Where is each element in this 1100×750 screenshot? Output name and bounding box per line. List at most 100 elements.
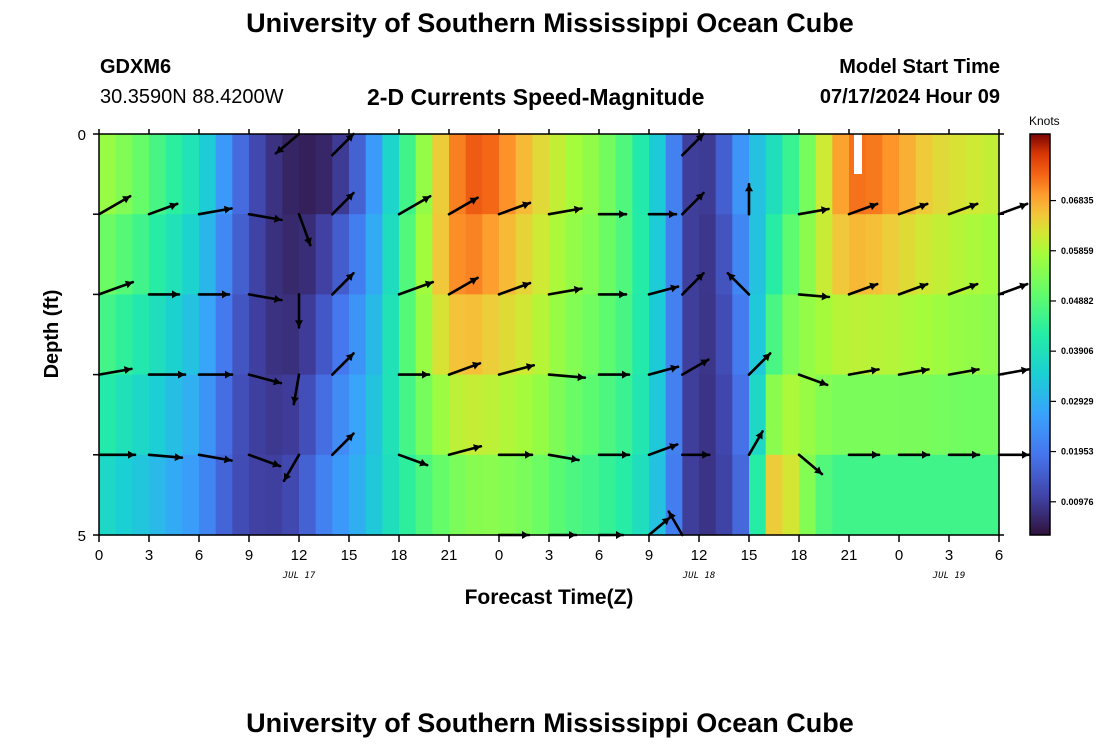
current-arrow: [282, 453, 301, 483]
x-tick-label: 9: [245, 547, 253, 564]
heatmap-cell: [265, 374, 283, 456]
heatmap-cell: [699, 134, 717, 215]
colorbar-tick-label: 0.01953: [1061, 447, 1094, 457]
current-arrow: [897, 450, 931, 459]
heatmap-cell: [382, 374, 400, 456]
heatmap-cell: [182, 214, 200, 295]
x-tick-label: 0: [495, 547, 503, 564]
heatmap-cell: [199, 454, 217, 536]
heatmap-cell: [932, 214, 950, 295]
heatmap-cell: [965, 294, 983, 376]
heatmap-cell: [182, 134, 200, 215]
heatmap-cell: [132, 294, 150, 376]
current-vectors: [97, 132, 1031, 539]
current-arrow: [897, 202, 929, 216]
heatmap-cell: [215, 214, 233, 295]
current-arrow: [247, 212, 283, 223]
heatmap-cell: [132, 374, 150, 456]
heatmap-cell: [865, 374, 883, 456]
current-arrow: [247, 293, 283, 303]
heatmap-cell: [315, 294, 333, 376]
current-arrow: [847, 450, 881, 459]
heatmap-cell: [349, 294, 367, 376]
heatmap-cell: [865, 214, 883, 295]
heatmap-cell: [482, 214, 500, 295]
heatmap-cell: [432, 294, 450, 376]
colorbar-gradient: [1029, 133, 1051, 536]
heatmap-cell: [182, 374, 200, 456]
current-arrow: [797, 292, 831, 301]
heatmap-cell: [399, 294, 417, 376]
heatmap-cell: [232, 134, 250, 215]
heatmap-cell: [715, 454, 733, 536]
heatmap-cell: [749, 134, 767, 215]
heatmap-cell: [882, 214, 900, 295]
current-arrow: [197, 370, 234, 379]
x-tick-label: 18: [791, 547, 808, 564]
heatmap-cell: [499, 214, 517, 295]
x-tick-label: 15: [341, 547, 358, 564]
date-labels: JUL 17 JUL 18 JUL 19: [282, 571, 966, 581]
heatmap-cell: [765, 454, 783, 536]
heatmap-cell: [165, 134, 183, 215]
heatmap-cell: [149, 214, 167, 295]
heatmap-cell: [882, 454, 900, 536]
current-arrow: [247, 373, 283, 386]
current-arrow: [997, 282, 1029, 296]
heatmap-cell: [332, 294, 350, 376]
heatmap-cell: [965, 454, 983, 536]
chart-subtitle: 2-D Currents Speed-Magnitude: [367, 84, 705, 110]
heatmap-cell: [499, 374, 517, 456]
heatmap-cell: [282, 214, 300, 295]
heatmap-cell: [315, 374, 333, 456]
x-axis-label: Forecast Time(Z): [465, 586, 634, 609]
current-arrow: [680, 358, 710, 376]
heatmap-cell: [232, 214, 250, 295]
heatmap-cell: [365, 374, 383, 456]
heatmap-cell: [649, 294, 667, 376]
heatmap-cell: [832, 374, 850, 456]
axes: [93, 129, 1004, 542]
heatmap-cell: [765, 214, 783, 295]
heatmap-cell: [115, 134, 133, 215]
colorbar-tick-label: 0.04882: [1061, 296, 1094, 306]
heatmap-cell: [249, 454, 267, 536]
heatmap-cell: [565, 374, 583, 456]
heatmap-cell: [332, 134, 350, 215]
heatmap-cell: [715, 294, 733, 376]
current-arrow: [680, 450, 711, 459]
heatmap-cell: [132, 214, 150, 295]
x-tick-label: 12: [291, 547, 308, 564]
current-arrow: [330, 191, 355, 216]
heatmap-cell: [215, 134, 233, 215]
heatmap-cell: [149, 294, 167, 376]
heatmap-cell: [965, 374, 983, 456]
heatmap-cell: [99, 294, 117, 376]
heatmap-cell: [632, 454, 650, 536]
current-arrow: [397, 453, 429, 467]
heatmap-cell: [949, 294, 967, 376]
heatmap-cell: [732, 374, 750, 456]
heatmap-cell: [799, 214, 817, 295]
heatmap-cell: [832, 454, 850, 536]
heatmap-cell: [782, 134, 800, 215]
heatmap-cell: [299, 214, 317, 295]
heatmap-cell: [865, 454, 883, 536]
heatmap-cell: [982, 454, 1000, 536]
heatmap-cell: [782, 374, 800, 456]
heatmap-cell: [899, 454, 917, 536]
heatmap-cell: [982, 294, 1000, 376]
current-arrow: [447, 196, 479, 216]
current-arrow: [147, 453, 184, 462]
current-arrow: [597, 210, 628, 219]
heatmap-cell: [165, 374, 183, 456]
current-arrow: [330, 352, 355, 376]
date-label: JUL 18: [682, 571, 716, 581]
heatmap-cell: [582, 134, 600, 215]
heatmap-cell: [215, 454, 233, 536]
heatmap-cell: [165, 454, 183, 536]
heatmap-cell: [965, 134, 983, 215]
colorbar-tick-label: 0.06835: [1061, 196, 1094, 206]
colorbar-tick-label: 0.02929: [1061, 396, 1094, 406]
